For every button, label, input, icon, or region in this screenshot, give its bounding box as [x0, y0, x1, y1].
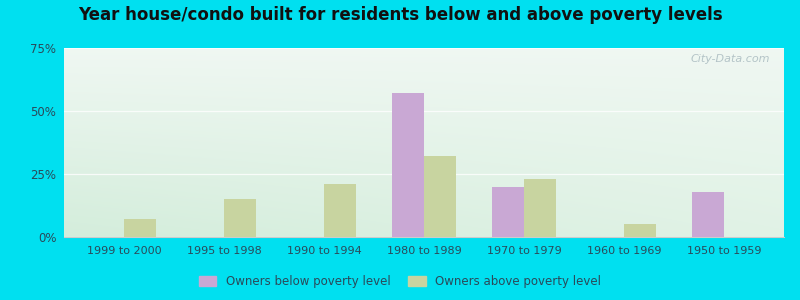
Bar: [324, 184, 356, 237]
Legend: Owners below poverty level, Owners above poverty level: Owners below poverty level, Owners above…: [194, 270, 606, 292]
Bar: [692, 192, 724, 237]
Bar: [224, 199, 256, 237]
Bar: [524, 179, 556, 237]
Bar: [424, 156, 456, 237]
Text: City-Data.com: City-Data.com: [690, 54, 770, 64]
Bar: [392, 93, 424, 237]
Text: Year house/condo built for residents below and above poverty levels: Year house/condo built for residents bel…: [78, 6, 722, 24]
Bar: [124, 219, 156, 237]
Bar: [624, 224, 656, 237]
Bar: [492, 187, 524, 237]
